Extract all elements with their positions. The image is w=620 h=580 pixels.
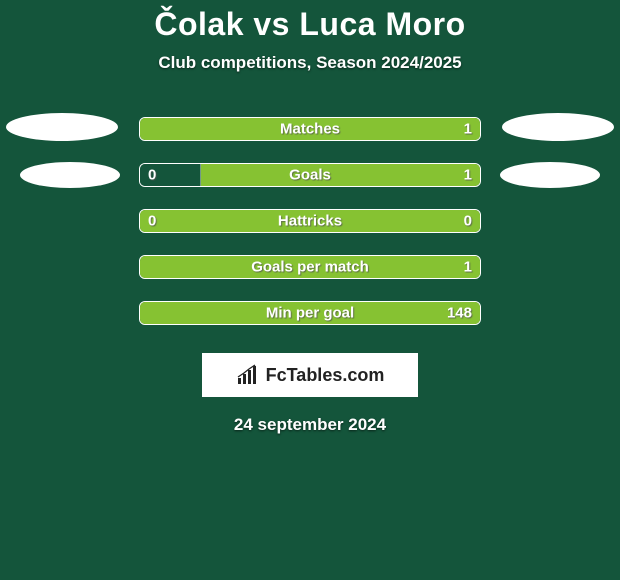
- bar-fill-right: [140, 256, 480, 278]
- stat-bar: Min per goal148: [139, 301, 481, 325]
- decorative-ellipse: [20, 162, 120, 188]
- stat-bar: Hattricks00: [139, 209, 481, 233]
- footer-date: 24 september 2024: [0, 415, 620, 435]
- bar-fill-right: [201, 164, 480, 186]
- stat-bar: Goals01: [139, 163, 481, 187]
- decorative-ellipse: [502, 113, 614, 141]
- chart-icon: [236, 364, 262, 386]
- decorative-ellipse: [6, 113, 118, 141]
- stat-bar: Matches1: [139, 117, 481, 141]
- bar-fill-right: [140, 302, 480, 324]
- decorative-ellipse: [500, 162, 600, 188]
- stats-container: Matches1 Goals01 Hattricks00 Goals per matc…: [0, 117, 620, 325]
- bar-fill-right: [140, 118, 480, 140]
- page-title: Čolak vs Luca Moro: [0, 0, 620, 43]
- stat-row: Min per goal148: [0, 301, 620, 325]
- stat-row: Goals per match1: [0, 255, 620, 279]
- stat-bar: Goals per match1: [139, 255, 481, 279]
- branding-badge: FcTables.com: [202, 353, 418, 397]
- comparison-canvas: Čolak vs Luca Moro Club competitions, Se…: [0, 0, 620, 580]
- bar-fill-left: [140, 164, 201, 186]
- branding-text: FcTables.com: [266, 365, 385, 386]
- stat-row: Matches1: [0, 117, 620, 141]
- subtitle: Club competitions, Season 2024/2025: [0, 53, 620, 73]
- bar-fill-right: [140, 210, 480, 232]
- stat-row: Goals01: [0, 163, 620, 187]
- stat-row: Hattricks00: [0, 209, 620, 233]
